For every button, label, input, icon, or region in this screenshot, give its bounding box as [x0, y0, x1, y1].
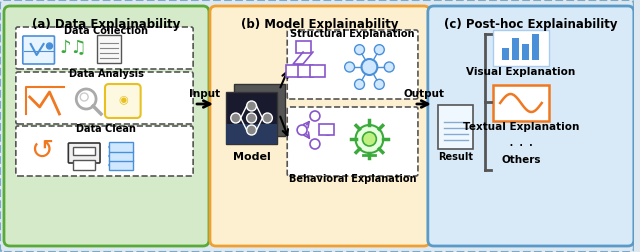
Text: Visual Explanation: Visual Explanation — [467, 67, 575, 77]
Text: Data Collection: Data Collection — [64, 26, 148, 36]
FancyBboxPatch shape — [493, 30, 548, 66]
Circle shape — [374, 45, 384, 55]
Circle shape — [362, 59, 378, 75]
Circle shape — [246, 113, 257, 123]
FancyBboxPatch shape — [109, 160, 132, 170]
FancyBboxPatch shape — [16, 72, 193, 124]
FancyBboxPatch shape — [226, 92, 277, 144]
FancyBboxPatch shape — [296, 41, 311, 53]
Circle shape — [47, 43, 52, 49]
Circle shape — [310, 139, 320, 149]
Circle shape — [323, 125, 333, 135]
FancyBboxPatch shape — [287, 107, 418, 176]
Text: Textual Explanation: Textual Explanation — [463, 122, 579, 132]
Text: Behavioral Explanation: Behavioral Explanation — [289, 174, 417, 184]
Circle shape — [362, 132, 376, 146]
FancyBboxPatch shape — [502, 48, 509, 60]
FancyBboxPatch shape — [298, 65, 313, 77]
Circle shape — [262, 113, 273, 123]
Ellipse shape — [109, 153, 132, 159]
FancyBboxPatch shape — [226, 124, 277, 144]
FancyBboxPatch shape — [16, 126, 193, 176]
FancyBboxPatch shape — [438, 105, 474, 149]
Circle shape — [345, 62, 355, 72]
FancyBboxPatch shape — [493, 85, 548, 121]
FancyBboxPatch shape — [286, 65, 301, 77]
Text: Output: Output — [403, 89, 444, 99]
FancyBboxPatch shape — [532, 34, 539, 60]
Circle shape — [246, 101, 257, 111]
FancyBboxPatch shape — [512, 38, 519, 60]
FancyBboxPatch shape — [97, 35, 121, 63]
Text: Input: Input — [189, 89, 221, 99]
Text: ↺: ↺ — [30, 137, 53, 165]
Text: (b) Model Explainability: (b) Model Explainability — [241, 18, 399, 31]
FancyBboxPatch shape — [74, 147, 95, 155]
Text: (c) Post-hoc Explainability: (c) Post-hoc Explainability — [444, 18, 618, 31]
Text: Data Clean: Data Clean — [76, 124, 136, 134]
Circle shape — [231, 113, 241, 123]
Circle shape — [374, 79, 384, 89]
Text: Model: Model — [233, 152, 271, 162]
FancyBboxPatch shape — [4, 6, 209, 246]
Circle shape — [297, 125, 307, 135]
FancyBboxPatch shape — [68, 143, 100, 163]
Text: · · ·: · · · — [509, 139, 533, 154]
Text: (a) Data Explainability: (a) Data Explainability — [32, 18, 180, 31]
Text: Data Analysis: Data Analysis — [68, 69, 143, 79]
FancyBboxPatch shape — [109, 151, 132, 161]
Text: ♪♫: ♪♫ — [60, 39, 87, 57]
FancyBboxPatch shape — [428, 6, 634, 246]
FancyBboxPatch shape — [105, 84, 141, 118]
Circle shape — [246, 125, 257, 135]
Circle shape — [355, 45, 364, 55]
FancyBboxPatch shape — [319, 124, 334, 135]
Circle shape — [356, 125, 383, 153]
Text: Result: Result — [438, 152, 473, 162]
Circle shape — [384, 62, 394, 72]
FancyBboxPatch shape — [522, 44, 529, 60]
FancyBboxPatch shape — [310, 65, 325, 77]
Text: ◉: ◉ — [118, 95, 128, 105]
Text: Structural Explanation: Structural Explanation — [291, 29, 415, 39]
Text: Others: Others — [501, 155, 541, 165]
FancyBboxPatch shape — [234, 84, 285, 136]
Circle shape — [310, 111, 320, 121]
FancyBboxPatch shape — [23, 36, 54, 64]
FancyBboxPatch shape — [16, 27, 193, 69]
Ellipse shape — [109, 162, 132, 168]
Circle shape — [355, 79, 364, 89]
FancyBboxPatch shape — [210, 6, 430, 246]
FancyBboxPatch shape — [74, 160, 95, 170]
FancyBboxPatch shape — [287, 30, 418, 99]
Ellipse shape — [109, 144, 132, 150]
FancyBboxPatch shape — [109, 142, 132, 152]
